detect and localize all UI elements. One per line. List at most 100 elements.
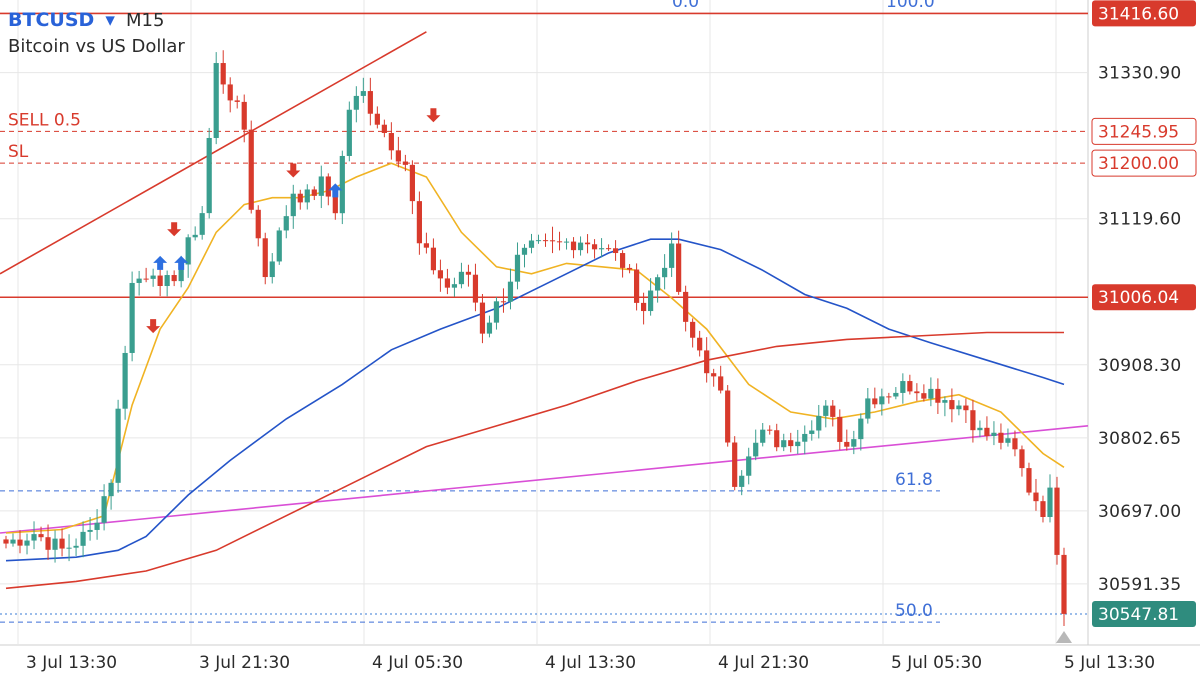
price-tag-text: 31416.60	[1098, 4, 1179, 24]
candle-body	[339, 155, 345, 214]
sell-arrow-icon[interactable]	[146, 319, 161, 334]
buy-arrow-icon[interactable]	[328, 183, 343, 198]
fib-level-label-1: 50.0	[895, 601, 933, 621]
candle-body	[66, 547, 72, 549]
candle-body	[325, 176, 331, 197]
candle-body	[690, 321, 696, 338]
candle-body	[1026, 468, 1032, 493]
candle-body	[563, 241, 570, 243]
candle-body	[725, 390, 731, 443]
candle-body	[416, 201, 422, 244]
price-tick-1: 31119.60	[1098, 210, 1182, 230]
candle-body	[1061, 554, 1067, 614]
candle-body	[949, 400, 955, 410]
levels	[0, 12, 1088, 623]
candle-body	[767, 429, 773, 431]
candle-body	[823, 405, 829, 416]
candle-body	[360, 91, 366, 96]
candle-body	[641, 302, 647, 312]
candle-body	[970, 410, 976, 431]
candle-body	[697, 337, 703, 351]
candle-body	[746, 456, 752, 476]
price-tag-3[interactable]: 31006.04	[1092, 284, 1196, 311]
candle-body	[809, 430, 815, 434]
candle-body	[556, 241, 563, 243]
sell-arrow-icon[interactable]	[426, 108, 441, 123]
candle-body	[171, 275, 177, 282]
candle-body	[479, 302, 486, 334]
candle-body	[844, 441, 850, 447]
candle-body	[402, 161, 408, 165]
candle-body	[528, 240, 535, 248]
symbol-label[interactable]: BTCUSD ▾ M15	[8, 9, 164, 31]
chevron-down-icon[interactable]: ▾	[105, 9, 115, 31]
current-time-marker-icon	[1056, 631, 1072, 643]
sell-arrow-icon[interactable]	[286, 163, 301, 178]
buy-arrow-icon[interactable]	[174, 255, 189, 270]
candle-body	[486, 322, 493, 334]
candle-body	[437, 270, 444, 279]
trendline[interactable]	[0, 425, 1089, 534]
candle-body	[94, 522, 100, 530]
candle-body	[493, 301, 500, 323]
candle-body	[1047, 487, 1053, 517]
timeframe-label[interactable]: M15	[126, 10, 164, 31]
candle-body	[802, 433, 808, 442]
sell-arrow-icon[interactable]	[167, 222, 182, 237]
candle-body	[367, 91, 373, 114]
candle-body	[1012, 438, 1018, 450]
time-tick-5: 5 Jul 05:30	[891, 653, 982, 673]
candle-body	[353, 95, 359, 110]
candle-body	[220, 63, 226, 85]
buy-arrow-icon[interactable]	[153, 255, 168, 270]
candle-body	[38, 534, 44, 538]
candle-body	[753, 442, 759, 457]
moving-average-0	[5, 162, 1065, 534]
price-tag-0[interactable]: 31416.60	[1092, 0, 1196, 27]
candle-body	[788, 440, 794, 447]
candle-body	[346, 109, 352, 156]
candle-body	[80, 531, 86, 546]
trade-level-label-0: SELL 0.5	[8, 110, 81, 130]
channel-upper-line[interactable]	[0, 31, 427, 275]
candle-body	[879, 396, 885, 405]
candle-body	[648, 290, 654, 312]
candle-body	[465, 271, 472, 275]
candle-body	[591, 244, 598, 250]
price-tag-2[interactable]: 31200.00	[1091, 149, 1197, 177]
candle-body	[388, 133, 394, 151]
candle-body	[928, 388, 934, 399]
price-tick-4: 30697.00	[1098, 502, 1182, 522]
price-tag-text: 31006.04	[1098, 288, 1179, 308]
candle-body	[108, 482, 114, 497]
candle-body	[935, 388, 941, 403]
candle-body	[858, 418, 864, 440]
candle-body	[31, 534, 37, 541]
candle-body	[178, 264, 184, 282]
candle-body	[444, 278, 451, 288]
price-tag-1[interactable]: 31245.95	[1091, 117, 1197, 145]
candle-body	[500, 301, 507, 303]
candle-body	[451, 284, 458, 288]
time-tick-4: 4 Jul 21:30	[718, 653, 809, 673]
candle-body	[395, 150, 401, 162]
candle-body	[893, 392, 899, 397]
candle-body	[3, 539, 9, 544]
candle-body	[795, 441, 801, 447]
candle-body	[276, 230, 282, 262]
price-tag-box	[1092, 284, 1196, 311]
candle-body	[781, 440, 787, 448]
candle-body	[865, 398, 871, 419]
candle-body	[921, 393, 927, 399]
candle-body	[59, 538, 65, 549]
candle-body	[136, 278, 142, 283]
candle-body	[998, 432, 1004, 443]
candle-body	[101, 496, 107, 523]
price-tag-4[interactable]: 30547.81	[1092, 601, 1196, 628]
candle-body	[430, 247, 437, 271]
candle-body	[816, 415, 822, 431]
candle-body	[963, 405, 969, 411]
symbol-text[interactable]: BTCUSD	[8, 9, 94, 31]
moving-average-1	[5, 238, 1065, 562]
